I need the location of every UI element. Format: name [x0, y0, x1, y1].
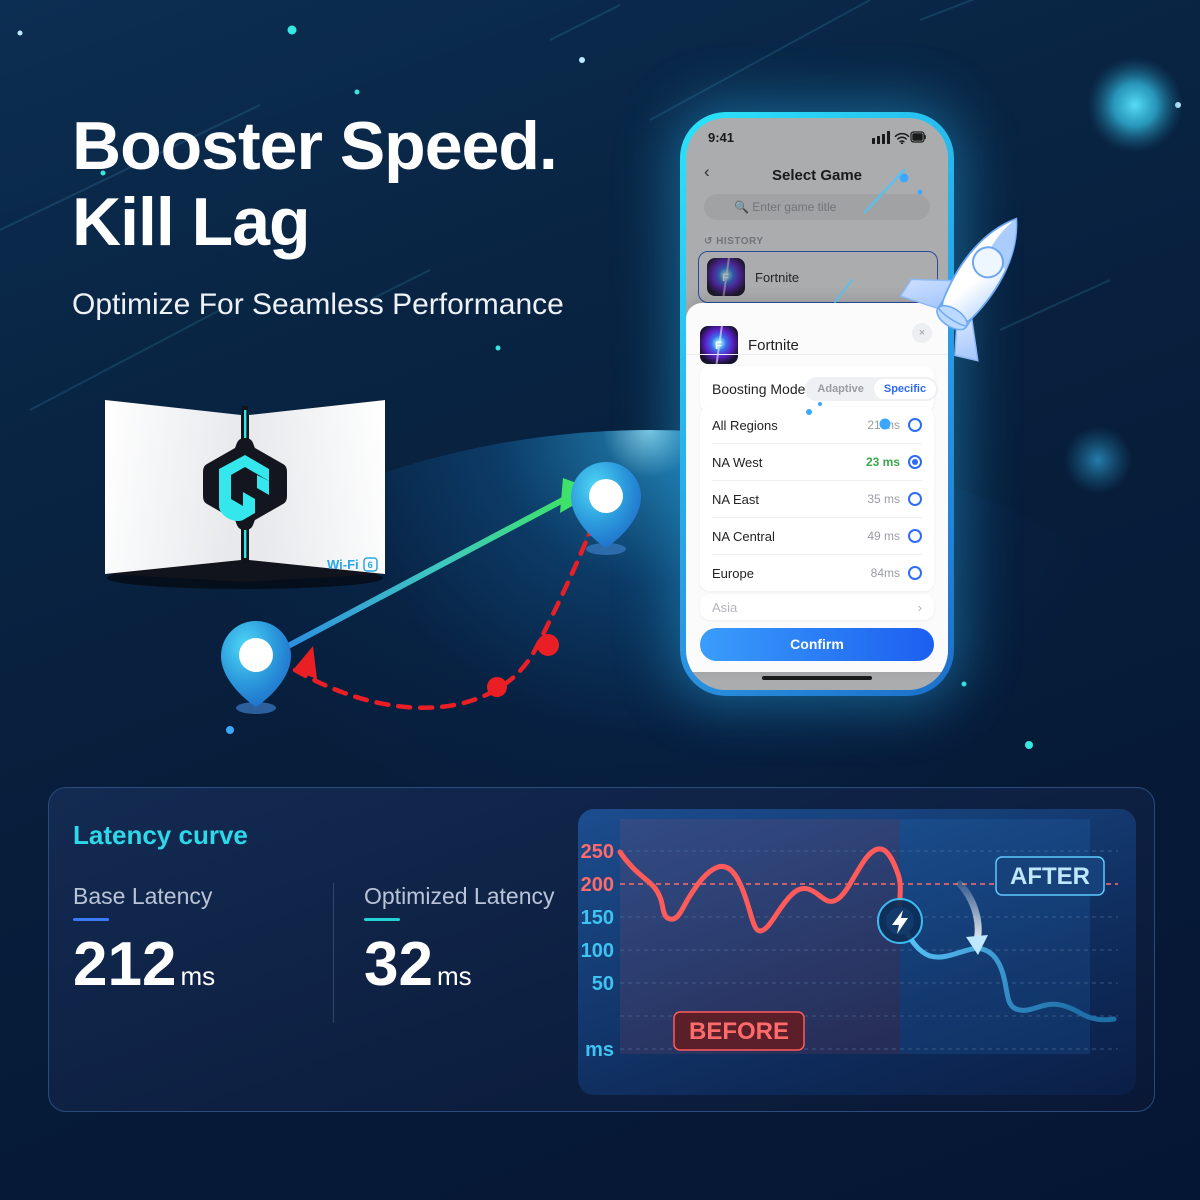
svg-text:Wi-Fi: Wi-Fi: [327, 557, 359, 572]
svg-text:6: 6: [368, 560, 373, 571]
